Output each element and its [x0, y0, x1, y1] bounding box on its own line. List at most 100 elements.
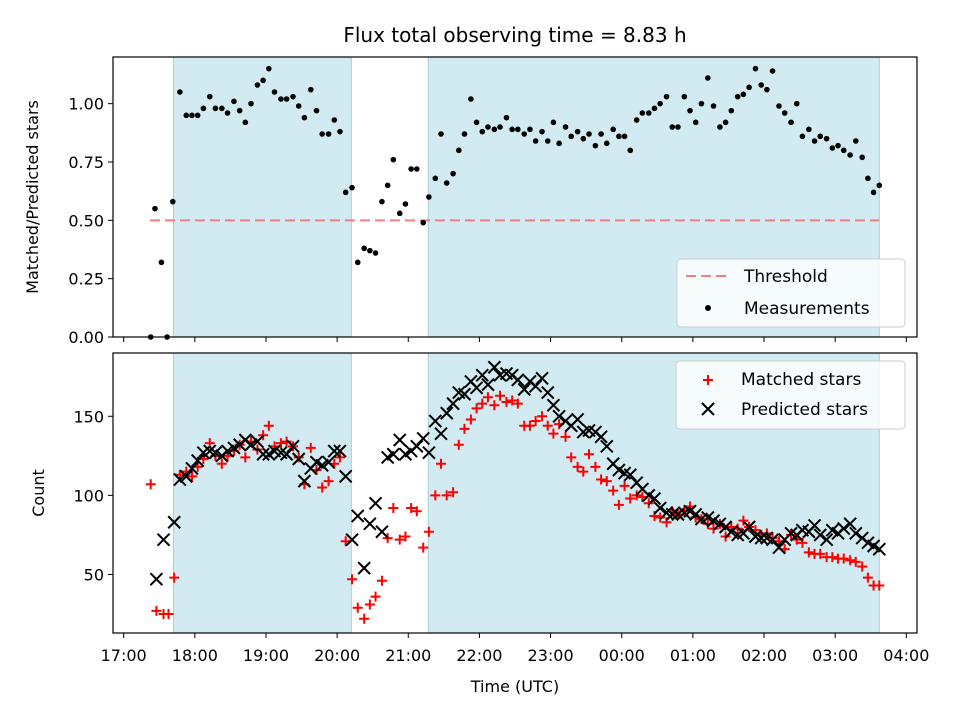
predicted-star-point-103: [765, 532, 780, 547]
predicted-star-point-35: [363, 517, 377, 531]
matched-star-point-76: [596, 474, 607, 485]
predicted-star-points: [149, 360, 886, 586]
measurement-point-66: [539, 128, 545, 135]
measurement-point-25: [295, 103, 302, 109]
top-legend-box: [676, 258, 906, 328]
matched-star-point-95: [708, 523, 719, 534]
matched-star-point-57: [482, 392, 493, 403]
matched-star-point-0: [145, 479, 156, 490]
predicted-star-point-116: [843, 517, 857, 531]
matched-star-point-48: [430, 490, 441, 501]
predicted-star-point-44: [416, 431, 430, 446]
measurement-point-90: [681, 93, 688, 100]
bottom-panel: 50 100 150 17:00 18:00 19:00 20:00 21:00 22:00 2…: [29, 352, 929, 696]
measurement-point-40: [384, 182, 391, 189]
measurement-point-93: [698, 100, 705, 107]
measurement-point-111: [806, 126, 812, 133]
matched-star-point-3: [163, 609, 174, 620]
predicted-star-point-22: [286, 439, 300, 454]
measurement-point-98: [728, 107, 735, 114]
measurement-point-123: [876, 182, 883, 189]
measurement-point-85: [651, 105, 658, 112]
matched-star-point-78: [608, 485, 619, 496]
matched-star-point-74: [583, 449, 594, 460]
matched-star-point-66: [537, 411, 548, 422]
top-y-ticks: 0.00 0.25 0.50 0.75 1.00: [68, 95, 113, 347]
top-y-axis-label: Matched/Predicted stars: [23, 100, 42, 294]
measurement-point-15: [236, 107, 243, 114]
matched-star-point-113: [815, 548, 826, 559]
measurement-point-72: [574, 128, 581, 135]
measurement-point-119: [853, 138, 859, 144]
matched-star-point-83: [637, 491, 648, 502]
predicted-star-point-2: [167, 515, 181, 529]
predicted-star-point-67: [552, 409, 566, 423]
measurement-point-59: [497, 124, 503, 130]
measurement-point-37: [367, 247, 373, 254]
predicted-star-point-65: [541, 385, 555, 400]
matched-star-point-56: [477, 398, 488, 409]
top-x-ticks: [123, 337, 907, 342]
matched-star-point-81: [625, 493, 636, 504]
measurement-point-83: [639, 110, 646, 116]
top-shade-span-0: [173, 57, 352, 337]
predicted-star-point-48: [439, 406, 454, 420]
measurement-point-60: [503, 114, 510, 121]
x-axis-label: Time (UTC): [470, 677, 559, 696]
measurement-point-42: [396, 210, 403, 217]
legend-measurements-swatch: [705, 305, 711, 311]
predicted-star-point-121: [872, 542, 886, 556]
matched-star-point-16: [240, 452, 251, 463]
predicted-star-point-54: [475, 368, 489, 382]
measurement-point-116: [835, 142, 841, 149]
measurement-point-17: [248, 100, 254, 107]
matched-star-point-36: [359, 613, 370, 624]
measurement-point-108: [788, 119, 794, 126]
matched-star-point-38: [370, 591, 381, 602]
matched-star-point-46: [418, 542, 429, 553]
measurement-point-33: [342, 189, 349, 196]
measurement-point-107: [781, 110, 788, 116]
measurement-point-11: [212, 105, 219, 112]
predicted-star-point-66: [546, 398, 561, 412]
matched-star-point-32: [334, 452, 345, 463]
measurement-point-56: [479, 128, 486, 135]
predicted-star-point-23: [291, 452, 306, 466]
predicted-star-point-1: [156, 532, 171, 547]
predicted-star-point-37: [375, 525, 389, 539]
measurement-point-13: [224, 110, 231, 116]
predicted-star-point-84: [653, 501, 667, 515]
measurement-point-8: [194, 112, 201, 119]
measurement-point-96: [717, 124, 723, 130]
matched-star-point-22: [275, 438, 286, 449]
measurement-point-36: [361, 245, 367, 252]
measurement-point-103: [758, 82, 764, 88]
x-tick-label-7: 00:00: [599, 646, 645, 665]
legend-matched-swatch: [703, 375, 713, 385]
x-tick-label-5: 22:00: [456, 646, 502, 665]
bottom-legend-box: [675, 360, 906, 430]
legend-predicted-swatch: [701, 402, 715, 416]
predicted-star-point-49: [446, 396, 460, 411]
measurement-point-101: [746, 84, 752, 91]
x-tick-label-9: 02:00: [741, 646, 787, 665]
bottom-x-ticks: 17:00 18:00 19:00 20:00 21:00 22:00 23:00 00:00…: [101, 633, 929, 665]
measurement-point-94: [705, 75, 711, 81]
bottom-shade-span-0: [173, 353, 352, 633]
measurement-point-14: [231, 98, 237, 105]
measurement-point-68: [550, 119, 557, 126]
predicted-star-point-33: [351, 509, 365, 523]
predicted-star-point-51: [457, 387, 472, 401]
measurement-point-44: [408, 166, 414, 172]
matched-star-point-55: [471, 403, 482, 414]
measurement-point-26: [301, 114, 308, 121]
measurement-points: [147, 65, 883, 340]
measurement-point-105: [769, 68, 776, 74]
measurement-point-91: [687, 107, 693, 114]
measurement-point-75: [592, 142, 599, 149]
measurement-point-110: [799, 133, 806, 140]
matched-star-point-123: [874, 580, 885, 591]
measurement-point-71: [568, 133, 575, 140]
matched-star-point-58: [489, 400, 500, 411]
predicted-star-point-46: [428, 414, 443, 428]
